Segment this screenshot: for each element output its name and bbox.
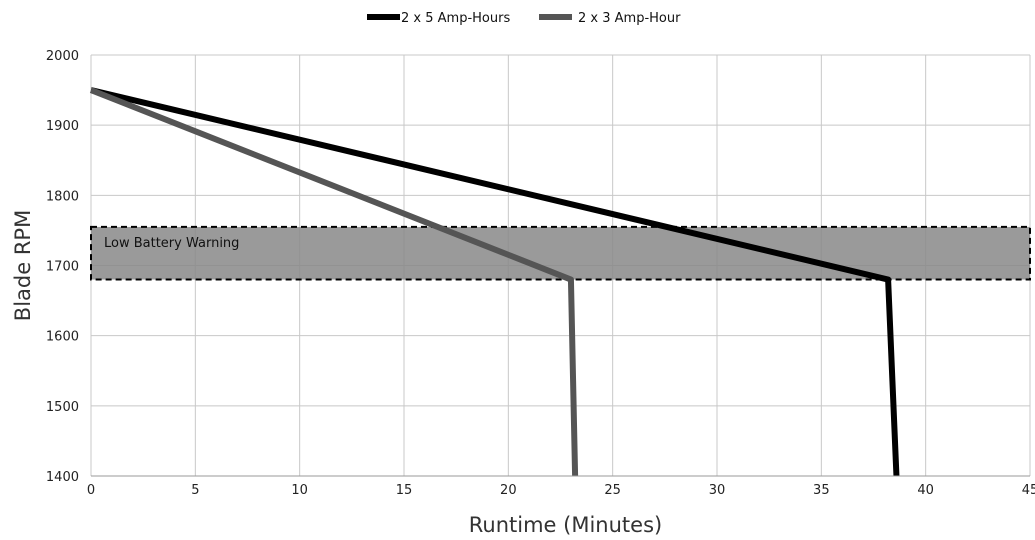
x-axis-title: Runtime (Minutes) — [469, 513, 662, 537]
x-tick-label: 15 — [396, 483, 413, 498]
y-axis-title: Blade RPM — [11, 210, 35, 321]
series-group — [89, 87, 900, 477]
y-tick-label: 1500 — [46, 400, 79, 415]
legend-label-1: 2 x 5 Amp-Hours — [401, 11, 510, 26]
x-tick-label: 30 — [709, 483, 726, 498]
y-tick-label: 1700 — [46, 260, 79, 275]
x-tick-label: 0 — [87, 483, 95, 498]
legend-label-2: 2 x 3 Amp-Hour — [578, 11, 681, 26]
series-line-2 — [89, 87, 579, 477]
x-tick-label: 40 — [917, 483, 934, 498]
low-battery-warning-label: Low Battery Warning — [104, 236, 239, 251]
x-tick-label: 25 — [604, 483, 621, 498]
series-line-1 — [90, 87, 900, 477]
y-tick-label: 1400 — [46, 470, 79, 485]
low-battery-warning-band — [90, 225, 1031, 281]
x-tick-label: 45 — [1022, 483, 1035, 498]
x-tick-label: 10 — [291, 483, 308, 498]
x-tick-label: 20 — [500, 483, 517, 498]
y-tick-label: 1600 — [46, 330, 79, 345]
legend: 2 x 5 Amp-Hours 2 x 3 Amp-Hour — [367, 11, 681, 26]
y-tick-label: 1900 — [46, 119, 79, 134]
x-tick-label: 35 — [813, 483, 830, 498]
x-tick-label: 5 — [191, 483, 199, 498]
y-tick-label: 1800 — [46, 189, 79, 204]
axes: 0 5 10 15 20 25 30 35 40 45 1400 1500 1600 1700 1800 19… — [46, 49, 1035, 498]
low-battery-band-group: Low Battery Warning — [90, 225, 1031, 281]
y-tick-label: 2000 — [46, 49, 79, 64]
